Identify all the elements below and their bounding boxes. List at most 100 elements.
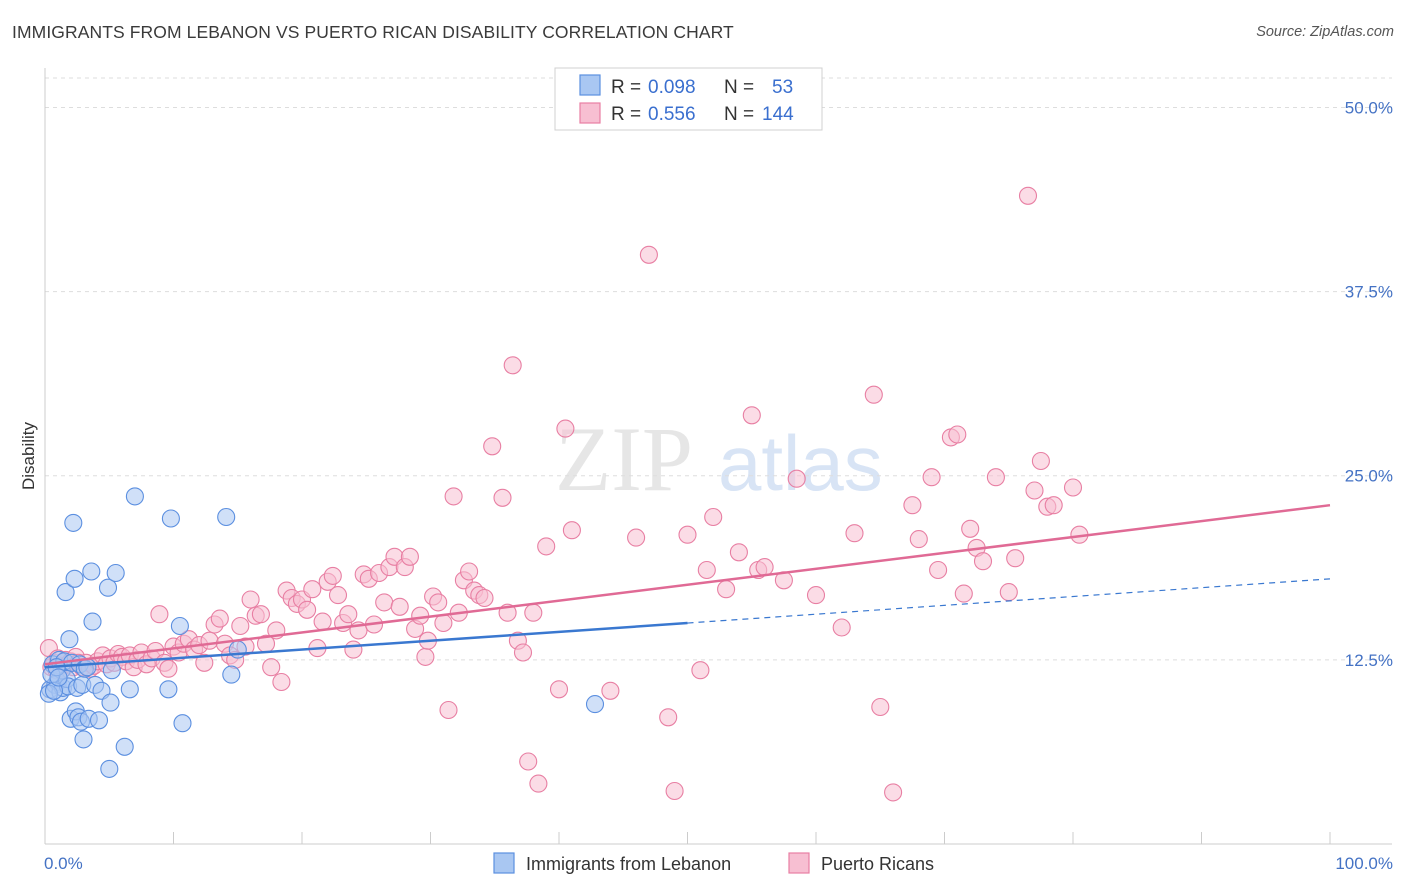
point-puerto-rican [697, 560, 716, 580]
point-puerto-rican [742, 406, 761, 425]
point-puerto-rican [513, 643, 533, 662]
point-lebanon [161, 509, 180, 528]
bottom-legend-label-lebanon: Immigrants from Lebanon [526, 854, 731, 874]
watermark: ZIP atlas [555, 408, 883, 510]
point-lebanon [222, 665, 241, 684]
point-puerto-rican [903, 496, 922, 515]
chart-title: IMMIGRANTS FROM LEBANON VS PUERTO RICAN … [12, 22, 734, 42]
point-puerto-rican [390, 597, 409, 616]
trend-line-lebanon [44, 621, 688, 669]
point-lebanon [78, 658, 97, 677]
series-lebanon [39, 487, 605, 778]
point-puerto-rican [806, 586, 826, 605]
point-puerto-rican [529, 774, 548, 793]
point-lebanon [106, 563, 125, 583]
point-puerto-rican [231, 616, 250, 636]
trend-line-lebanon-extrapolated [687, 578, 1331, 624]
grid-lines [45, 77, 1392, 661]
point-lebanon [82, 562, 101, 581]
point-puerto-rican [483, 437, 502, 456]
point-puerto-rican [1031, 451, 1050, 471]
point-puerto-rican [195, 653, 214, 672]
point-lebanon [115, 737, 134, 756]
point-puerto-rican [659, 708, 678, 727]
legend-r-label-1: R = [611, 77, 641, 98]
point-puerto-rican [562, 521, 581, 540]
point-puerto-rican [210, 609, 229, 628]
y-tick-label: 37.5% [1345, 283, 1393, 302]
point-lebanon [89, 711, 109, 730]
point-lebanon [83, 612, 102, 631]
point-lebanon [120, 680, 139, 699]
point-puerto-rican [864, 385, 883, 404]
trend-line-puerto-ricans [44, 503, 1331, 666]
point-lebanon [101, 693, 120, 712]
point-puerto-rican [729, 543, 748, 562]
point-lebanon [49, 668, 68, 687]
point-puerto-rican [755, 558, 774, 577]
point-puerto-rican [717, 580, 736, 599]
legend-r-value-1: 0.098 [648, 77, 696, 98]
point-puerto-rican [272, 672, 291, 692]
point-puerto-rican [961, 519, 980, 538]
point-lebanon [585, 695, 605, 714]
point-puerto-rican [678, 525, 697, 544]
point-puerto-rican [400, 547, 419, 566]
bottom-legend-label-puerto-ricans: Puerto Ricans [821, 854, 934, 874]
watermark-zip: ZIP [555, 408, 693, 510]
point-puerto-rican [429, 593, 448, 612]
point-puerto-rican [262, 658, 281, 677]
y-tick-label: 50.0% [1345, 98, 1393, 117]
point-puerto-rican [986, 468, 1005, 487]
point-puerto-rican [434, 613, 453, 633]
x-tick-label-max: 100.0% [1335, 854, 1393, 873]
point-puerto-rican [241, 590, 260, 609]
point-puerto-rican [344, 640, 363, 659]
point-lebanon [170, 616, 189, 636]
watermark-atlas: atlas [718, 419, 883, 507]
point-puerto-rican [416, 647, 435, 666]
point-puerto-rican [159, 659, 178, 678]
point-lebanon [159, 680, 178, 699]
point-lebanon [173, 714, 192, 733]
point-puerto-rican [537, 537, 556, 556]
point-puerto-rican [328, 586, 348, 605]
y-axis-label: Disability [19, 421, 38, 490]
point-puerto-rican [1018, 186, 1038, 205]
point-puerto-rican [845, 524, 864, 543]
correlation-legend: R = 0.098 N = 53 R = 0.556 N = 144 [554, 67, 823, 131]
bottom-legend-swatch-pink [788, 852, 810, 874]
point-puerto-rican [444, 487, 463, 506]
point-lebanon [64, 513, 83, 532]
axes [44, 68, 1392, 845]
legend-swatch-pink [579, 102, 601, 124]
point-puerto-rican [411, 606, 430, 625]
point-puerto-rican [439, 700, 458, 720]
point-puerto-rican [948, 425, 967, 444]
point-puerto-rican [691, 661, 710, 680]
point-puerto-rican [1063, 478, 1083, 497]
point-puerto-rican [665, 781, 684, 801]
point-lebanon [98, 578, 118, 597]
trend-lines [44, 503, 1331, 669]
legend-r-value-2: 0.556 [648, 104, 696, 125]
point-puerto-rican [556, 419, 575, 438]
point-puerto-rican [1044, 496, 1063, 515]
point-puerto-rican [251, 605, 270, 624]
point-puerto-rican [313, 612, 332, 631]
point-puerto-rican [375, 593, 394, 612]
point-puerto-rican [832, 618, 851, 637]
point-puerto-rican [1025, 481, 1044, 500]
point-puerto-rican [339, 605, 358, 624]
point-lebanon [65, 569, 84, 588]
point-lebanon [56, 583, 75, 602]
point-puerto-rican [303, 580, 322, 599]
x-tick-label-min: 0.0% [44, 854, 83, 873]
legend-n-value-1: 53 [772, 77, 793, 98]
point-puerto-rican [200, 631, 219, 650]
point-puerto-rican [929, 560, 948, 580]
point-lebanon [217, 507, 236, 527]
legend-r-label-2: R = [611, 104, 641, 125]
point-puerto-rican [639, 245, 658, 264]
point-puerto-rican [999, 583, 1018, 602]
